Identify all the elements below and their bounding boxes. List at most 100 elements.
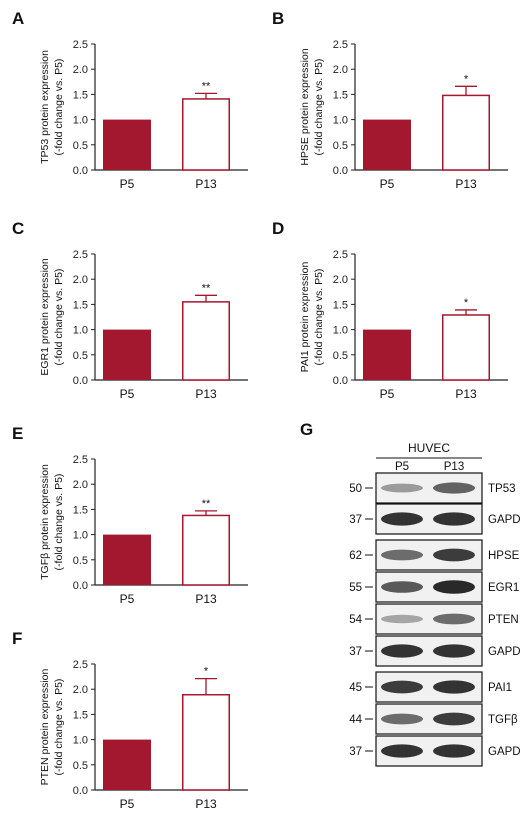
bar-p13 (442, 314, 490, 381)
x-tick-label: P13 (195, 797, 217, 811)
panel-letter: C (12, 219, 24, 238)
blot-band (433, 548, 475, 562)
panel-letter: B (272, 9, 284, 28)
western-blot: G HUVEC P5 P13 50 TP53 37 GAPDH 62 HPSE 55 EGR1 54 PT… (300, 420, 520, 767)
y-tick-label: 0.5 (73, 140, 88, 152)
y-tick-label: 0.0 (73, 165, 88, 177)
blot-band (381, 744, 423, 758)
x-tick-label: P5 (120, 387, 135, 401)
panel-d: D 0.0 0.5 1.0 1.5 2.0 2.5 PAI1 protein expressi… (260, 210, 520, 410)
y-tick-label: 1.0 (333, 115, 348, 127)
blot-band (433, 712, 475, 726)
protein-label: GAPDH (488, 514, 520, 526)
y-axis-label-unit: (-fold change vs. P5) (313, 59, 325, 156)
y-tick-label: 0.0 (73, 785, 88, 797)
y-axis-label-unit: (-fold change vs. P5) (53, 269, 65, 366)
panel-letter: D (272, 219, 284, 238)
mw-marker: 54 (349, 614, 362, 626)
significance-label: * (464, 297, 469, 309)
mw-marker: 37 (349, 514, 362, 526)
protein-label: GAPDH (488, 646, 520, 658)
lane-label: P5 (395, 461, 409, 473)
lane-label: P13 (444, 461, 464, 473)
bar-p5 (103, 739, 151, 790)
y-tick-label: 2.0 (333, 274, 348, 286)
panel-letter: E (12, 424, 23, 443)
blot-band (433, 744, 475, 758)
x-tick-label: P5 (120, 592, 135, 606)
significance-label: ** (202, 282, 211, 294)
y-axis-label: TGFβ protein expression (39, 464, 51, 580)
panel-letter: A (12, 9, 24, 28)
significance-label: ** (202, 498, 211, 510)
y-tick-label: 1.5 (73, 504, 88, 516)
x-tick-label: P13 (195, 387, 217, 401)
y-tick-label: 0.0 (333, 375, 348, 387)
y-tick-label: 0.5 (73, 350, 88, 362)
chart-c: C 0.0 0.5 1.0 1.5 2.0 2.5 EGR1 protein expressi… (12, 219, 248, 401)
significance-label: ** (202, 80, 211, 92)
panel-f: F 0.0 0.5 1.0 1.5 2.0 2.5 PTEN protein expressi… (0, 620, 260, 820)
blot-band (381, 644, 423, 658)
bar-p13 (182, 693, 230, 791)
protein-label: TP53 (488, 483, 516, 495)
y-axis-label-unit: (-fold change vs. P5) (53, 59, 65, 156)
mw-marker: 55 (349, 582, 362, 594)
y-tick-label: 1.5 (73, 89, 88, 101)
blot-band (433, 644, 475, 658)
chart-f: F 0.0 0.5 1.0 1.5 2.0 2.5 PTEN protein expressi… (12, 629, 248, 811)
bar-p5 (103, 119, 151, 170)
bar-p5 (363, 329, 411, 380)
y-tick-label: 2.5 (73, 454, 88, 466)
y-tick-label: 1.5 (333, 89, 348, 101)
chart-d: D 0.0 0.5 1.0 1.5 2.0 2.5 PAI1 protein expressi… (272, 219, 508, 401)
panel-a: A 0.0 0.5 1.0 1.5 2.0 2.5 TP53 protein expressi… (0, 0, 260, 200)
y-tick-label: 0.0 (333, 165, 348, 177)
x-tick-label: P13 (455, 387, 477, 401)
x-tick-label: P5 (120, 177, 135, 191)
y-tick-label: 2.5 (73, 39, 88, 51)
blot-band (381, 549, 423, 561)
blot-band (433, 482, 475, 494)
protein-label: EGR1 (488, 582, 519, 594)
panel-g: G HUVEC P5 P13 50 TP53 37 GAPDH 62 HPSE 55 EGR1 54 PT… (300, 420, 520, 820)
chart-b: B 0.0 0.5 1.0 1.5 2.0 2.5 HPSE protein expressi… (272, 9, 508, 191)
blot-band (381, 713, 423, 725)
y-tick-label: 2.0 (73, 274, 88, 286)
y-axis-label-unit: (-fold change vs. P5) (53, 474, 65, 571)
y-axis-label-unit: (-fold change vs. P5) (53, 679, 65, 776)
bar-p5 (103, 329, 151, 380)
y-tick-label: 0.5 (73, 760, 88, 772)
y-tick-label: 0.5 (333, 350, 348, 362)
mw-marker: 50 (349, 483, 362, 495)
y-axis-label-unit: (-fold change vs. P5) (313, 269, 325, 366)
y-tick-label: 1.5 (333, 299, 348, 311)
y-tick-label: 1.0 (73, 115, 88, 127)
protein-label: PTEN (488, 614, 519, 626)
y-tick-label: 1.0 (333, 325, 348, 337)
panel-c: C 0.0 0.5 1.0 1.5 2.0 2.5 EGR1 protein expressi… (0, 210, 260, 410)
chart-e: E 0.0 0.5 1.0 1.5 2.0 2.5 TGFβ protein expressi… (12, 424, 248, 606)
blot-band (433, 512, 475, 526)
y-tick-label: 2.5 (333, 39, 348, 51)
blot-band (381, 512, 423, 526)
y-tick-label: 0.0 (73, 580, 88, 592)
blot-band (433, 613, 475, 625)
y-tick-label: 2.5 (333, 249, 348, 261)
y-axis-label: PAI1 protein expression (299, 261, 311, 372)
protein-label: GAPDH (488, 746, 520, 758)
x-tick-label: P5 (380, 177, 395, 191)
y-axis-label: PTEN protein expression (39, 668, 51, 785)
y-tick-label: 2.0 (73, 64, 88, 76)
y-tick-label: 1.0 (73, 530, 88, 542)
panel-letter: F (12, 629, 22, 648)
blot-band (381, 614, 423, 624)
blot-band (433, 680, 475, 694)
y-tick-label: 2.5 (73, 659, 88, 671)
y-tick-label: 2.0 (73, 684, 88, 696)
mw-marker: 45 (349, 682, 362, 694)
y-tick-label: 1.5 (73, 709, 88, 721)
mw-marker: 37 (349, 746, 362, 758)
y-axis-label: HPSE protein expression (299, 48, 311, 165)
mw-marker: 62 (349, 550, 362, 562)
